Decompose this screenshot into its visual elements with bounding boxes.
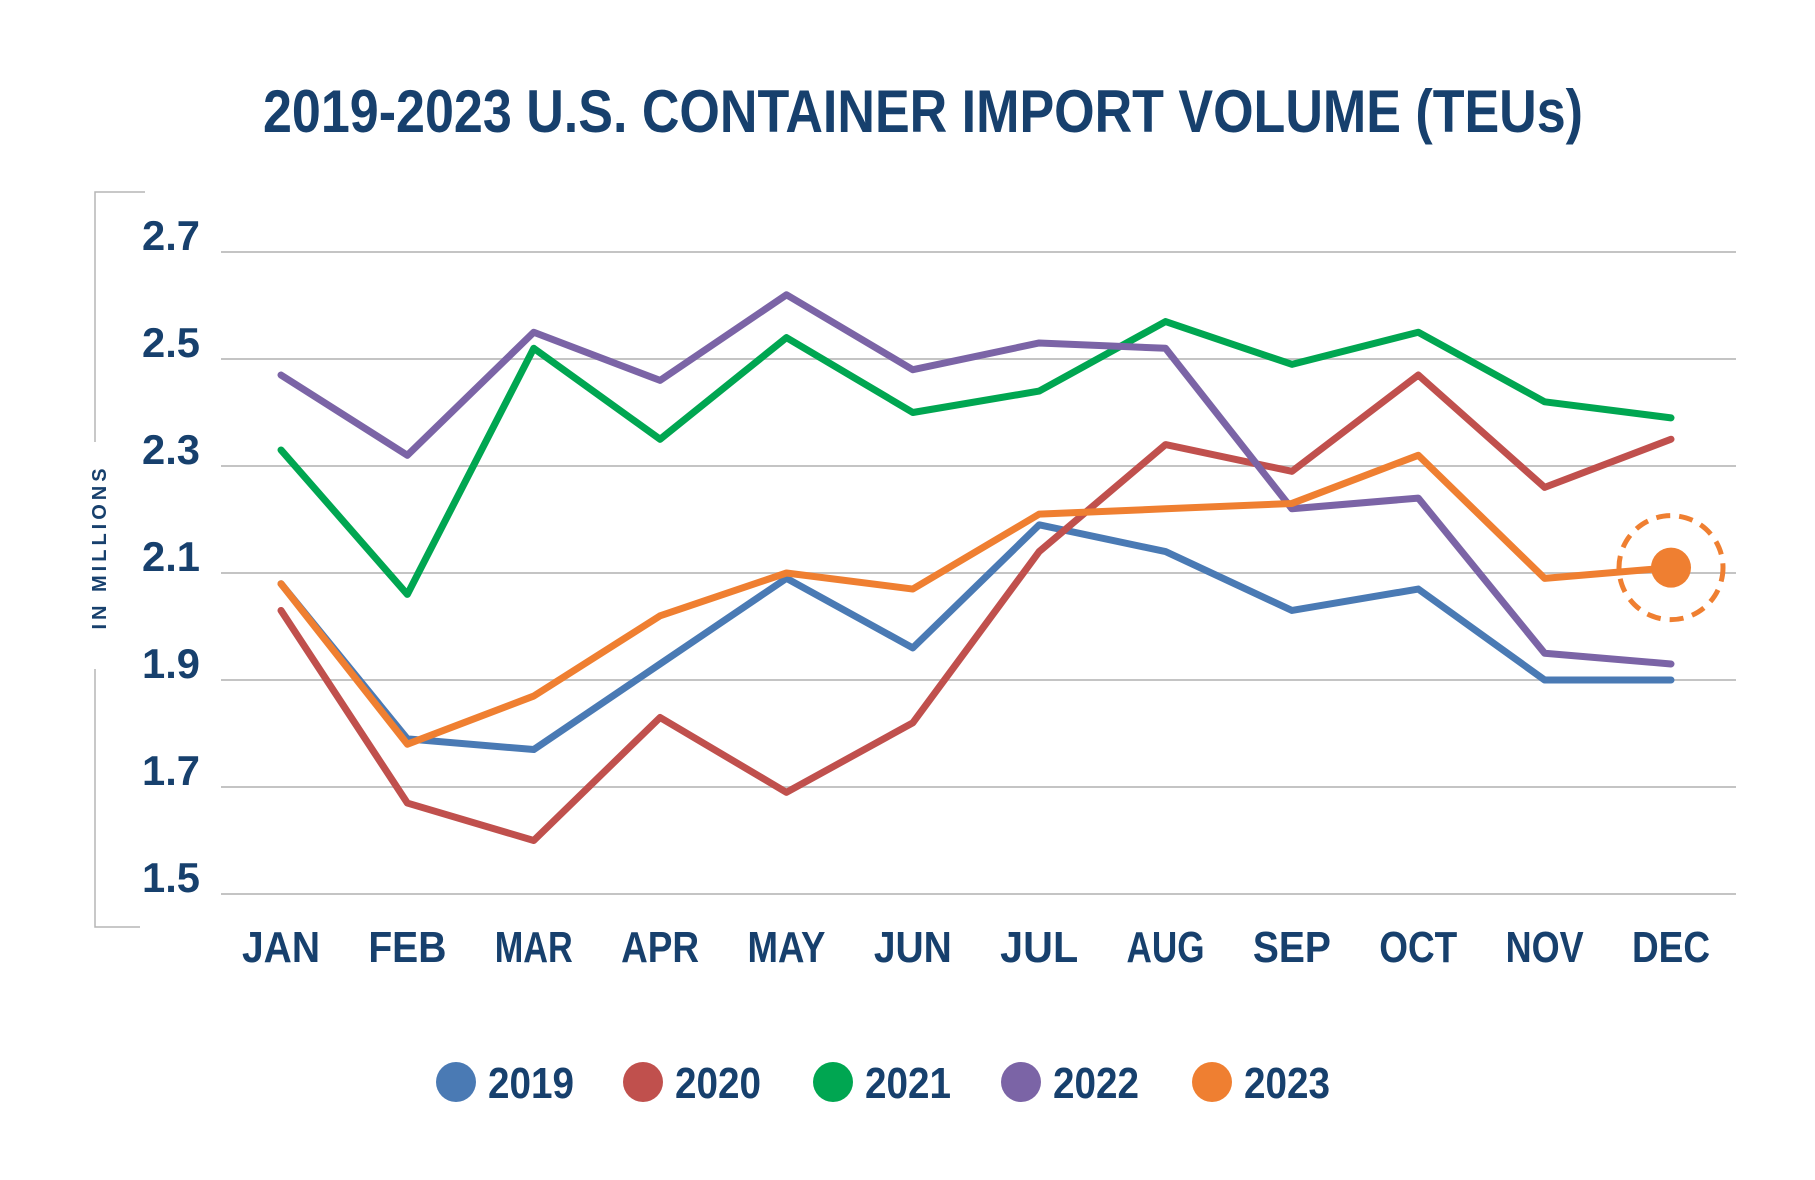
y-tick-label: 2.1 <box>142 533 200 580</box>
legend-item-2021: 2021 <box>813 1059 951 1108</box>
series-line-2023 <box>277 451 1675 748</box>
series-line-2022 <box>277 291 1675 668</box>
x-tick-label: SEP <box>1253 923 1331 972</box>
legend-item-2022: 2022 <box>1001 1059 1139 1108</box>
y-tick-label: 1.5 <box>142 854 200 901</box>
highlight-marker <box>1616 513 1726 623</box>
legend-item-2023: 2023 <box>1192 1059 1330 1108</box>
series-line-2021 <box>277 318 1675 598</box>
legend-swatch <box>436 1062 476 1102</box>
y-tick-label: 2.5 <box>142 319 200 366</box>
legend-label: 2019 <box>488 1059 574 1108</box>
legend-label: 2022 <box>1053 1059 1139 1108</box>
legend: 2019 2020 2021 2022 2023 <box>436 1059 1330 1108</box>
legend-item-2020: 2020 <box>623 1059 761 1108</box>
x-tick-label: OCT <box>1379 923 1457 972</box>
series-lines <box>277 291 1675 844</box>
x-tick-label: JUL <box>1000 923 1078 972</box>
legend-label: 2020 <box>675 1059 761 1108</box>
y-tick-label: 2.7 <box>142 212 200 259</box>
chart-title: 2019-2023 U.S. CONTAINER IMPORT VOLUME (… <box>263 78 1583 145</box>
legend-item-2019: 2019 <box>436 1059 574 1108</box>
x-tick-label: NOV <box>1506 923 1585 972</box>
gridlines <box>221 251 1736 895</box>
y-tick-labels: 2.7 2.5 2.3 2.1 1.9 1.7 1.5 <box>142 212 200 901</box>
series-line-2019 <box>277 521 1675 754</box>
x-tick-labels: JAN FEB MAR APR MAY JUN JUL AUG SEP OCT NOV DEC <box>242 923 1710 972</box>
highlight-dashed-ring <box>1616 513 1726 623</box>
x-tick-label: FEB <box>368 923 446 972</box>
x-tick-label: JUN <box>874 923 952 972</box>
highlight-dot <box>1651 547 1691 588</box>
legend-label: 2021 <box>865 1059 951 1108</box>
series-line-2020 <box>277 371 1675 844</box>
x-tick-label: AUG <box>1127 923 1205 972</box>
y-tick-label: 2.3 <box>142 426 200 473</box>
x-tick-label: MAY <box>747 923 825 972</box>
x-tick-label: MAR <box>495 923 573 972</box>
y-axis-bracket <box>94 191 145 928</box>
x-tick-label: JAN <box>242 923 320 972</box>
legend-swatch <box>813 1062 853 1102</box>
x-tick-label: DEC <box>1632 923 1710 972</box>
y-tick-label: 1.9 <box>142 640 200 687</box>
legend-swatch <box>623 1062 663 1102</box>
legend-swatch <box>1001 1062 1041 1102</box>
legend-swatch <box>1192 1062 1232 1102</box>
y-axis-label: IN MILLIONS <box>89 464 111 629</box>
x-tick-label: APR <box>621 923 699 972</box>
y-tick-label: 1.7 <box>142 747 200 794</box>
legend-label: 2023 <box>1244 1059 1330 1108</box>
